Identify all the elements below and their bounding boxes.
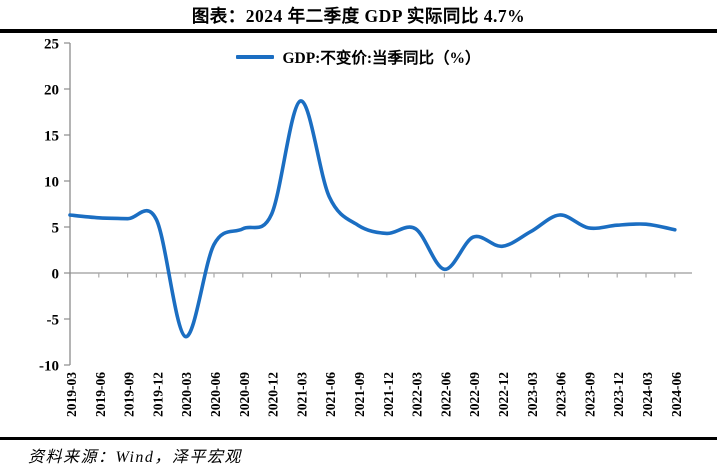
x-axis-tick-label: 2019-03 [64,372,79,417]
gdp-line-chart: 25 20 15 10 5 0 -5 -10 2019-03 2019-06 2019-09 2019… [39,37,692,417]
x-axis-tick-label: 2023-12 [611,372,626,417]
x-axis-tick-label: 2022-12 [496,372,511,417]
x-axis-tick-label: 2019-06 [93,372,108,417]
x-axis-tick-label: 2020-03 [179,372,194,417]
y-axis-tick-label: 20 [44,83,59,99]
title-divider-rule [0,29,717,33]
x-axis-tick-label: 2020-12 [266,372,281,417]
x-axis-tick-label: 2023-09 [582,372,597,417]
x-axis-tick-label: 2021-03 [294,372,309,417]
x-axis-tick-label: 2022-03 [410,372,425,417]
y-axis-tick-label: 25 [44,37,59,53]
x-axis-tick-label: 2020-06 [208,372,223,417]
x-axis-tick-label: 2021-06 [323,372,338,417]
chart-title: 图表：2024 年二季度 GDP 实际同比 4.7% [191,6,526,26]
x-axis-tick-label: 2023-03 [525,372,540,417]
x-axis-tick-label: 2024-03 [640,372,655,417]
x-axis-tick-label: 2020-09 [237,372,252,417]
y-axis-tick-label: 15 [44,129,59,145]
y-axis-tick-label: -10 [39,359,59,375]
y-axis-tick-label: 10 [44,175,59,191]
source-note: 资料来源：Wind，泽平宏观 [28,449,242,466]
x-axis-tick-label: 2019-09 [122,372,137,417]
x-axis-tick-label: 2021-09 [352,372,367,417]
x-axis-tick-label: 2022-06 [438,372,453,417]
footer-divider-rule [0,437,717,440]
x-axis-tick-label: 2022-09 [467,372,482,417]
x-axis-tick-label: 2023-06 [554,372,569,417]
x-axis-tick-label: 2024-06 [669,372,684,417]
x-axis-tick-label: 2019-12 [150,372,165,417]
gdp-series-line [68,99,677,339]
x-axis-tick-label: 2021-12 [381,372,396,417]
y-axis-tick-label: 0 [52,267,60,283]
y-axis-tick-label: -5 [47,313,60,329]
y-axis-tick-label: 5 [52,221,60,237]
